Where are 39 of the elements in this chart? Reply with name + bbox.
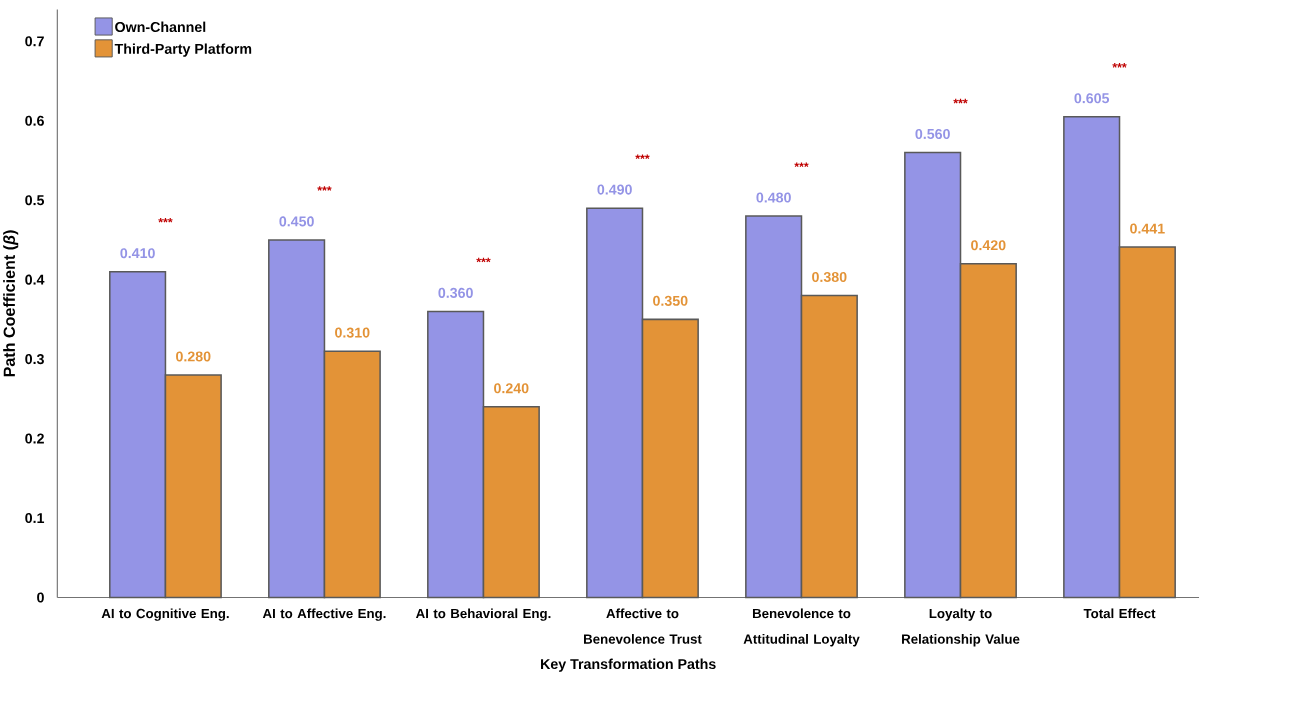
y-tick-label: 0.3 <box>25 354 44 365</box>
x-tick-label: Affective to Benevolence Trust <box>584 608 702 644</box>
legend-label: Own-Channel <box>115 21 206 33</box>
data-label: 0.420 <box>971 240 1006 251</box>
x-tick-label: Loyalty to Relationship Value <box>902 608 1020 647</box>
data-label: 0.360 <box>438 287 473 299</box>
data-label: 0.605 <box>1074 93 1110 104</box>
x-tick-label: Benevolence to Attitudinal Loyalty <box>743 608 860 647</box>
data-label: 0.480 <box>756 192 791 203</box>
data-label: 0.441 <box>1130 223 1165 234</box>
legend-label: Third-Party Platform <box>114 43 252 57</box>
annotation: *** <box>476 257 491 263</box>
x-tick-label: AI to Cognitive Eng. <box>101 608 229 621</box>
y-tick-label: 0.1 <box>25 513 45 524</box>
data-label: 0.310 <box>335 327 370 338</box>
x-tick-label: AI to Behavioral Eng. <box>415 608 551 621</box>
data-label: 0.560 <box>915 129 950 140</box>
x-tick-label: Total Effect <box>1083 608 1156 619</box>
annotation: *** <box>953 98 968 104</box>
data-label: 0.350 <box>653 295 688 306</box>
y-tick-label: 0.6 <box>25 115 44 126</box>
data-label: 0.410 <box>120 248 155 259</box>
data-label: 0.240 <box>494 383 529 394</box>
x-axis-title: Key Transformation Paths <box>541 658 716 672</box>
x-tick-label: AI to Affective Eng. <box>262 608 386 621</box>
annotation: *** <box>1112 63 1127 68</box>
annotation: *** <box>158 218 173 223</box>
annotation: *** <box>794 162 809 168</box>
data-label: 0.280 <box>176 351 211 362</box>
y-tick-label: 0.7 <box>25 36 44 47</box>
annotation: *** <box>635 154 650 160</box>
data-label: 0.450 <box>279 216 314 227</box>
y-tick-label: 0 <box>37 592 44 603</box>
data-label: 0.490 <box>597 184 632 195</box>
y-tick-label: 0.4 <box>25 274 45 285</box>
data-label: 0.380 <box>812 272 847 283</box>
y-tick-label: 0.5 <box>25 195 45 206</box>
y-tick-label: 0.2 <box>25 433 44 444</box>
annotation: *** <box>317 186 332 191</box>
